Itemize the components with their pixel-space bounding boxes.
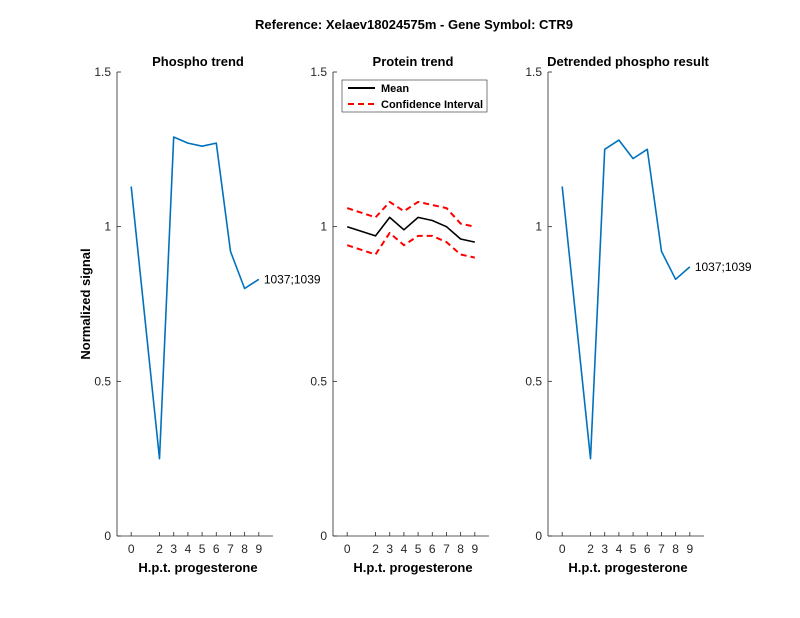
series-line — [130, 136, 260, 460]
x-axis-label: H.p.t. progesterone — [353, 560, 472, 575]
series-line-ci-lower — [346, 231, 476, 259]
y-tick-label: 0.5 — [525, 374, 542, 388]
y-tick-label: 1 — [104, 220, 111, 234]
y-tick-label: 1.5 — [525, 65, 542, 79]
x-tick-label: 8 — [672, 542, 679, 556]
panel-title: Protein trend — [373, 54, 454, 69]
y-tick-label: 0 — [320, 529, 327, 543]
x-tick-label: 0 — [344, 542, 351, 556]
x-tick-label: 6 — [429, 542, 436, 556]
x-tick-label: 5 — [199, 542, 206, 556]
x-tick-label: 4 — [185, 542, 192, 556]
series — [346, 200, 476, 259]
y-tick-label: 0 — [535, 529, 542, 543]
x-tick-label: 9 — [471, 542, 478, 556]
x-tick-label: 4 — [616, 542, 623, 556]
series-line — [561, 139, 691, 460]
y-tick-label: 0 — [104, 529, 111, 543]
x-tick-label: 2 — [587, 542, 594, 556]
x-tick-label: 6 — [213, 542, 220, 556]
panel-title: Phospho trend — [152, 54, 244, 69]
x-tick-label: 7 — [658, 542, 665, 556]
x-tick-label: 3 — [386, 542, 393, 556]
x-axis-label: H.p.t. progesterone — [138, 560, 257, 575]
x-tick-label: 7 — [443, 542, 450, 556]
legend-label-ci: Confidence Interval — [381, 99, 483, 111]
x-tick-label: 3 — [601, 542, 608, 556]
series-line-confidence-interval — [346, 200, 476, 228]
y-tick-label: 0.5 — [94, 374, 111, 388]
y-tick-label: 1 — [535, 220, 542, 234]
legend-label-mean: Mean — [381, 83, 409, 95]
detrended-phospho-panel: 0 0.5 1 1.5 0 2 3 4 5 6 7 8 9 Detrended phospho resu… — [525, 54, 752, 575]
y-tick-label: 0.5 — [310, 374, 327, 388]
axes: 0 0.5 1 1.5 0 2 3 4 5 6 7 8 9 — [94, 65, 273, 556]
phospho-trend-panel: 0 0.5 1 1.5 0 2 3 4 5 6 7 8 9 Phospho trend H.p.t. p… — [78, 54, 321, 575]
x-tick-label: 9 — [686, 542, 693, 556]
y-axis-label: Normalized signal — [78, 248, 93, 359]
x-tick-label: 9 — [255, 542, 262, 556]
x-tick-label: 2 — [156, 542, 163, 556]
x-tick-label: 8 — [241, 542, 248, 556]
y-tick-label: 1 — [320, 220, 327, 234]
x-tick-label: 8 — [457, 542, 464, 556]
protein-trend-panel: 0 0.5 1 1.5 0 2 3 4 5 6 7 8 9 Protein trend H.p.t. p… — [310, 54, 489, 575]
axes: 0 0.5 1 1.5 0 2 3 4 5 6 7 8 9 — [310, 65, 489, 556]
axes: 0 0.5 1 1.5 0 2 3 4 5 6 7 8 9 — [525, 65, 704, 556]
x-tick-label: 5 — [415, 542, 422, 556]
x-tick-label: 6 — [644, 542, 651, 556]
x-axis-label: H.p.t. progesterone — [568, 560, 687, 575]
x-tick-label: 0 — [128, 542, 135, 556]
figure-title: Reference: Xelaev18024575m - Gene Symbol… — [255, 17, 573, 32]
legend: Mean Confidence Interval — [341, 79, 488, 113]
x-tick-label: 4 — [401, 542, 408, 556]
y-tick-label: 1.5 — [94, 65, 111, 79]
series — [130, 136, 260, 460]
x-tick-label: 7 — [227, 542, 234, 556]
series-annotation: 1037;1039 — [695, 260, 752, 274]
series-annotation: 1037;1039 — [264, 272, 321, 286]
y-tick-label: 1.5 — [310, 65, 327, 79]
panel-title: Detrended phospho result — [547, 54, 709, 69]
series — [561, 139, 691, 460]
x-tick-label: 5 — [630, 542, 637, 556]
legend-box — [341, 79, 488, 113]
x-tick-label: 3 — [170, 542, 177, 556]
x-tick-label: 2 — [372, 542, 379, 556]
series-line-mean — [346, 216, 475, 243]
x-tick-label: 0 — [559, 542, 566, 556]
